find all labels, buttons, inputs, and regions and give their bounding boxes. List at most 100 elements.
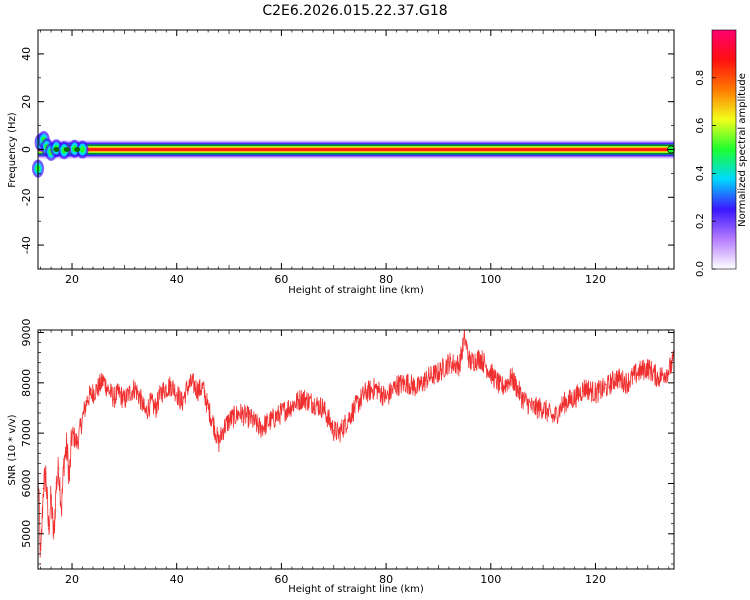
snr-point [165,387,167,389]
snr-point [521,397,523,399]
snr-point [448,362,450,364]
snr-point [259,427,262,429]
snr-point [343,425,345,427]
snr-point [149,402,152,404]
snr-point [71,432,73,434]
snr-point [668,369,670,371]
x-tick-label: 60 [274,273,288,286]
snr-point [55,482,57,485]
spectrogram-panel: 20 40 60 80 100 120 -40 -20 0 20 40 Height of str… [7,29,675,296]
colorbar-tick-label: 0.8 [695,70,706,86]
snr-point [301,397,303,399]
y-tick-label: -40 [20,236,33,254]
snr-point [553,417,555,419]
y-tick-label: 9000 [20,319,33,347]
snr-point [76,442,78,444]
snr-point [207,407,209,409]
snr-point [60,508,63,510]
snr-point [594,392,597,394]
snr-point [87,397,89,399]
snr-point [416,387,419,389]
x-tick-label: 100 [480,273,501,286]
snr-point [228,419,230,422]
snr-point [160,392,162,394]
snr-point [202,387,204,389]
snr-point [129,392,131,394]
snr-point [427,377,429,379]
snr-point [626,382,628,384]
snr-x-label: Height of straight line (km) [288,584,424,595]
spectrogram-marks [32,130,675,178]
colorbar-ticks: 0.0 0.2 0.4 0.6 0.8 [695,70,716,277]
snr-point [479,357,481,359]
y-tick-label: 5000 [20,520,33,548]
snr-point [176,392,178,394]
snr-point [291,404,293,407]
spectrogram-x-label: Height of straight line (km) [288,285,424,296]
snr-point [657,377,659,379]
ridge-node [63,147,70,152]
snr-point [249,417,251,419]
snr-point [58,467,60,469]
snr-x-axis: 20 40 60 80 100 120 [40,330,670,586]
chart-title: C2E6.2026.015.22.37.G18 [262,3,447,19]
snr-point [50,497,52,500]
snr-point [212,422,214,424]
snr-point [155,407,157,409]
snr-point [647,367,649,369]
snr-point [605,387,607,389]
snr-point [139,397,141,399]
colorbar-gradient [711,29,737,270]
snr-point [170,384,173,386]
snr-point [636,372,638,374]
snr-point [81,417,84,419]
snr-point [123,399,125,402]
y-tick-label: -20 [20,188,33,206]
snr-background [38,330,674,569]
snr-y-axis: 5000 6000 7000 8000 9000 [20,319,674,565]
snr-point [584,387,586,389]
snr-point [181,402,183,404]
x-tick-label: 100 [480,573,501,586]
snr-point [45,472,47,474]
snr-point [92,392,94,394]
snr-point [354,407,356,409]
snr-point [364,392,366,394]
colorbar: 0.0 0.2 0.4 0.6 0.8 Normalized spectral ampl… [695,29,748,277]
snr-point [66,447,68,449]
snr-point [238,412,241,414]
snr-point [375,387,377,389]
x-tick-label: 40 [170,573,184,586]
snr-point [395,384,398,386]
colorbar-tick-label: 0.2 [695,213,706,229]
colorbar-tick-label: 0.4 [695,165,706,181]
snr-y-label: SNR (10 * v/v) [7,414,18,485]
snr-point [500,387,502,389]
snr-point [464,336,466,339]
x-tick-label: 80 [379,573,393,586]
snr-point [338,432,340,434]
snr-point [47,528,50,530]
snr-point [542,407,544,409]
colorbar-tick-label: 0.0 [695,261,706,277]
snr-point [511,377,513,379]
snr-panel: 20 40 60 80 100 120 5000 6000 7000 8000 9000 Heig… [7,319,675,595]
y-tick-label: 7000 [20,419,33,447]
x-tick-label: 60 [274,573,288,586]
x-tick-label: 20 [65,273,79,286]
snr-point [191,382,194,384]
y-tick-label: 8000 [20,369,33,397]
snr-point [53,538,55,540]
x-tick-label: 40 [170,273,184,286]
spectrogram-y-label: Frequency (Hz) [7,112,18,188]
snr-point [63,457,65,459]
colorbar-tick-label: 0.6 [695,118,706,134]
snr-point [270,419,272,422]
ridge-node [53,147,60,152]
y-tick-label: 20 [20,95,33,109]
y-tick-label: 40 [20,47,33,61]
snr-point [280,412,283,414]
snr-point [217,442,220,444]
snr-point [312,402,314,404]
snr-point [615,377,618,379]
